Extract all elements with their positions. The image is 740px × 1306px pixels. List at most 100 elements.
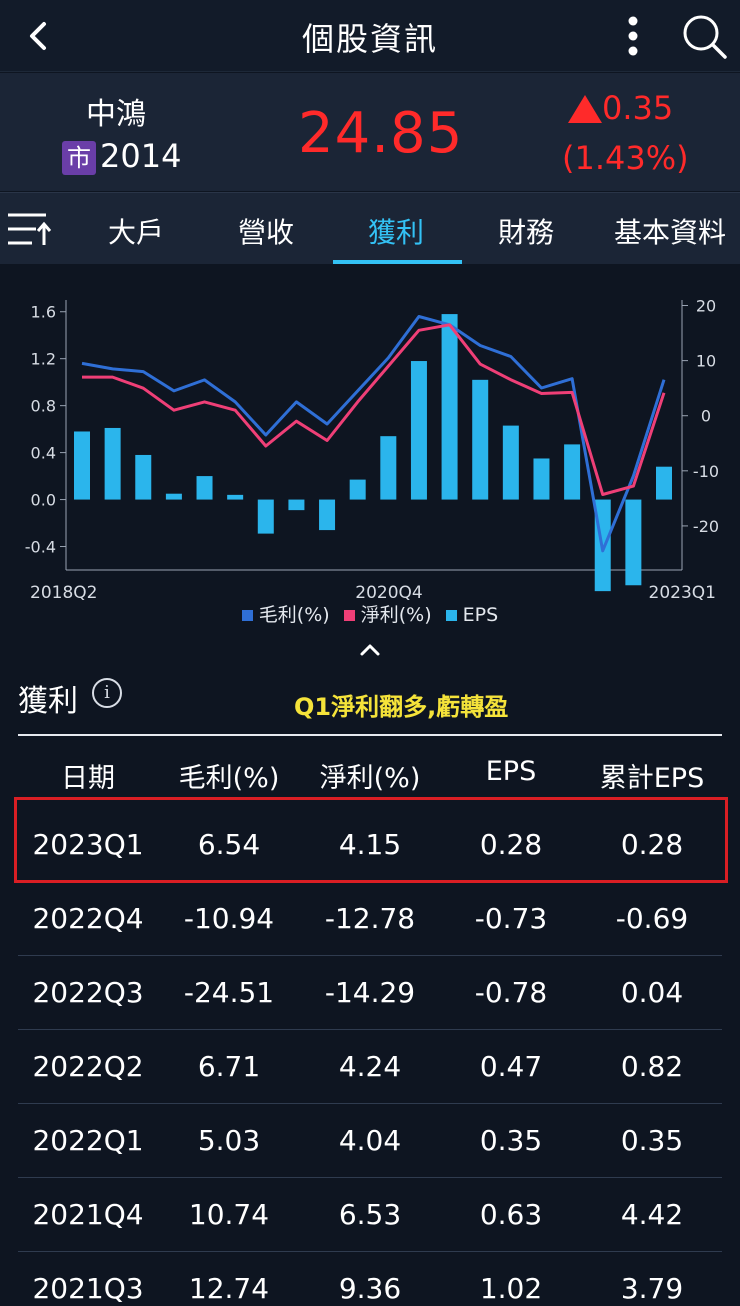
sort-menu-icon[interactable]: [6, 209, 52, 249]
price-change: 0.35: [602, 89, 674, 127]
x-tick-label: 2018Q2: [30, 583, 97, 603]
eps-bar: [472, 379, 489, 500]
table-row[interactable]: 2021Q4 10.74 6.53 0.63 4.42: [18, 1178, 722, 1252]
net-margin-line: [82, 323, 666, 496]
chevron-up-icon[interactable]: [358, 642, 382, 658]
cell-gross-margin: 12.74: [188, 1272, 270, 1305]
cell-cumulative-eps: 4.42: [620, 1198, 684, 1231]
chart-legend: 毛利(%) 淨利(%) EPS: [0, 600, 740, 627]
legend-label: 毛利(%): [258, 604, 330, 626]
table-row[interactable]: 2022Q4 -10.94 -12.78 -0.73 -0.69: [18, 882, 722, 956]
legend-label: 淨利(%): [360, 604, 432, 626]
back-arrow-icon[interactable]: [18, 16, 58, 56]
eps-bar: [227, 494, 244, 500]
eps-bar: [104, 427, 121, 500]
cell-gross-margin: -24.51: [183, 976, 275, 1009]
search-icon[interactable]: [680, 12, 728, 60]
cell-net-margin: 9.36: [338, 1272, 402, 1305]
left-tick-label: 0.0: [31, 491, 56, 510]
eps-bar: [288, 499, 305, 511]
right-tick-label: 0: [701, 407, 711, 426]
table-row[interactable]: 2022Q1 5.03 4.04 0.35 0.35: [18, 1104, 722, 1178]
right-tick-label: 20: [696, 297, 716, 316]
cell-gross-margin: 5.03: [197, 1124, 261, 1157]
cell-gross-margin: 10.74: [188, 1198, 270, 1231]
x-tick-label: 2023Q1: [649, 583, 716, 603]
eps-bar: [257, 499, 274, 534]
cell-gross-margin: 6.54: [197, 828, 261, 861]
cell-gross-margin: -10.94: [183, 902, 275, 935]
cell-eps: 0.47: [479, 1050, 543, 1083]
eps-bar: [625, 499, 642, 586]
tab-basic-info[interactable]: 基本資料: [614, 216, 727, 249]
column-header-gross-margin: 毛利(%): [178, 763, 280, 794]
cell-eps: 0.28: [479, 828, 543, 861]
cell-date: 2023Q1: [32, 828, 144, 861]
more-vertical-icon[interactable]: [616, 14, 650, 58]
stock-price: 24.85: [298, 101, 464, 166]
stock-quote-bar: 中鴻 市 2014 24.85 0.35 (1.43%): [0, 73, 740, 191]
cell-gross-margin: 6.71: [197, 1050, 261, 1083]
right-tick-label: 10: [696, 352, 716, 371]
eps-bar: [196, 476, 213, 500]
cell-cumulative-eps: -0.69: [615, 902, 689, 935]
cell-net-margin: 4.15: [338, 828, 402, 861]
legend-swatch: [343, 610, 355, 621]
tab-financials[interactable]: 財務: [498, 216, 555, 249]
price-change-percent: (1.43%): [562, 139, 689, 177]
cell-cumulative-eps: 0.28: [620, 828, 684, 861]
table-row[interactable]: 2022Q3 -24.51 -14.29 -0.78 0.04: [18, 956, 722, 1030]
table-header: 日期 毛利(%) 淨利(%) EPS 累計EPS: [18, 734, 722, 808]
cell-date: 2021Q3: [32, 1272, 144, 1305]
page-title: 個股資訊: [301, 20, 438, 58]
legend-swatch: [445, 610, 457, 621]
cell-eps: 1.02: [479, 1272, 543, 1305]
eps-bar: [74, 431, 90, 500]
eps-bar: [410, 361, 427, 500]
up-triangle-icon: [568, 95, 602, 123]
right-tick-label: -20: [693, 517, 719, 536]
column-header-date: 日期: [61, 763, 115, 794]
top-bar: 個股資訊: [0, 0, 740, 72]
legend-eps: EPS: [445, 604, 499, 626]
tab-bar: 大戶 營收 獲利 財務 基本資料: [0, 192, 740, 264]
profit-chart: 1.6 1.2 0.8 0.4 0.0 -0.4 20 10 0 -10 -20 2018Q2 2020…: [0, 264, 740, 664]
cell-eps: -0.73: [474, 902, 548, 935]
stock-name: 中鴻: [86, 97, 146, 132]
tab-revenue[interactable]: 營收: [238, 216, 295, 249]
eps-bar: [380, 436, 397, 500]
stock-code: 2014: [100, 137, 182, 175]
active-tab-indicator: [333, 260, 462, 264]
left-tick-label: 1.6: [31, 303, 56, 322]
eps-bar: [165, 493, 182, 500]
eps-bar: [349, 479, 366, 500]
table-row[interactable]: 2022Q2 6.71 4.24 0.47 0.82: [18, 1030, 722, 1104]
cell-cumulative-eps: 0.35: [620, 1124, 684, 1157]
cell-cumulative-eps: 0.82: [620, 1050, 684, 1083]
left-tick-label: 0.8: [31, 397, 56, 416]
cell-date: 2022Q4: [32, 902, 144, 935]
tab-major-holders[interactable]: 大戶: [108, 216, 165, 249]
info-icon[interactable]: i: [92, 678, 122, 708]
column-header-cumulative-eps: 累計EPS: [599, 763, 705, 794]
cell-date: 2022Q2: [32, 1050, 144, 1083]
right-tick-label: -10: [693, 462, 719, 481]
cell-eps: 0.63: [479, 1198, 543, 1231]
eps-bar: [502, 425, 519, 500]
cell-net-margin: -14.29: [324, 976, 416, 1009]
cell-net-margin: 4.24: [338, 1050, 402, 1083]
tab-profit[interactable]: 獲利: [368, 216, 425, 249]
cell-eps: 0.35: [479, 1124, 543, 1157]
legend-net-margin: 淨利(%): [343, 600, 432, 627]
table-row[interactable]: 2021Q3 12.74 9.36 1.02 3.79: [18, 1252, 722, 1306]
cell-cumulative-eps: 3.79: [620, 1272, 684, 1305]
cell-date: 2022Q3: [32, 976, 144, 1009]
section-title: 獲利: [18, 684, 78, 719]
cell-date: 2021Q4: [32, 1198, 144, 1231]
legend-label: EPS: [462, 604, 499, 626]
x-tick-label: 2020Q4: [355, 583, 422, 603]
cell-date: 2022Q1: [32, 1124, 144, 1157]
highlight-box: [14, 797, 728, 883]
cell-net-margin: 4.04: [338, 1124, 402, 1157]
eps-bar: [441, 314, 458, 500]
